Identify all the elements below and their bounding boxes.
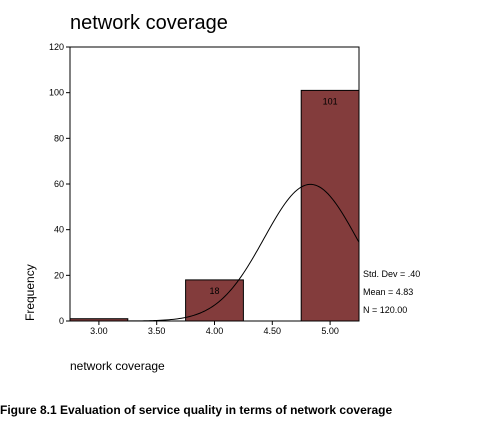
- y-tick-label-4: 80: [54, 133, 64, 143]
- y-tick-label-1: 20: [54, 270, 64, 280]
- x-tick-label-0: 3.00: [90, 326, 108, 336]
- x-axis-label: network coverage: [70, 359, 165, 373]
- x-tick-label-3: 4.50: [264, 326, 282, 336]
- figure-caption: Figure 8.1 Evaluation of service quality…: [0, 403, 393, 417]
- bar-2: [300, 89, 360, 322]
- bars: [69, 89, 360, 322]
- bar-label-1: 18: [209, 286, 219, 296]
- x-tick-label-1: 3.50: [148, 326, 166, 336]
- stats-box: Std. Dev = .40 Mean = 4.83 N = 120.00: [363, 265, 420, 319]
- n-stat: N = 120.00: [363, 305, 408, 315]
- normal-curve: [70, 183, 360, 322]
- y-tick-label-6: 120: [49, 42, 64, 52]
- y-axis: 0 20 40 60 80 100 120: [49, 42, 70, 326]
- bar-label-2: 101: [323, 96, 338, 106]
- x-tick-label-2: 4.00: [206, 326, 224, 336]
- x-tick-label-4: 5.00: [321, 326, 339, 336]
- bar-labels: 18 101: [209, 96, 337, 296]
- y-tick-label-3: 60: [54, 179, 64, 189]
- x-axis: 3.00 3.50 4.00 4.50 5.00: [90, 321, 339, 336]
- std-dev-stat: Std. Dev = .40: [363, 269, 421, 279]
- y-tick-label-0: 0: [59, 316, 64, 326]
- chart-title: network coverage: [70, 12, 228, 34]
- mean-stat: Mean = 4.83: [363, 287, 414, 297]
- y-axis-label: Frequency: [23, 264, 37, 321]
- y-tick-label-2: 40: [54, 225, 64, 235]
- y-tick-label-5: 100: [49, 88, 64, 98]
